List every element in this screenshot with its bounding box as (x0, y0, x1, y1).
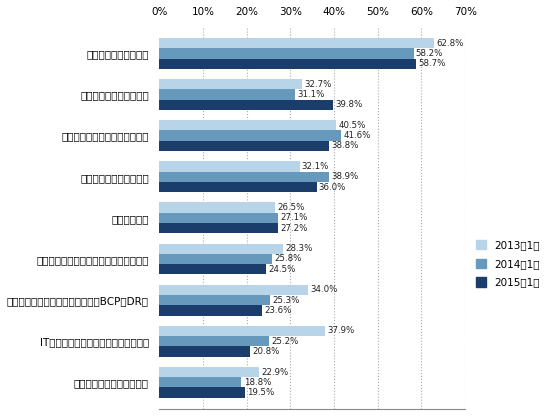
Bar (160, 367, 260, 377)
Text: 28.3%: 28.3% (285, 244, 312, 253)
Text: 24.5%: 24.5% (268, 265, 296, 274)
Bar (160, 48, 414, 59)
Text: 18.8%: 18.8% (244, 378, 271, 387)
Text: 38.9%: 38.9% (332, 172, 359, 181)
Bar (160, 100, 333, 110)
Text: 27.1%: 27.1% (280, 213, 307, 223)
Bar (160, 172, 329, 182)
Bar (160, 295, 270, 305)
Bar (160, 387, 245, 398)
Bar (160, 89, 295, 100)
Bar (160, 254, 272, 264)
Text: 20.8%: 20.8% (252, 347, 280, 356)
Bar (160, 347, 250, 357)
Bar (160, 38, 434, 48)
Text: 40.5%: 40.5% (338, 121, 366, 130)
Bar (160, 203, 275, 213)
Text: 38.8%: 38.8% (331, 141, 359, 151)
Text: 62.8%: 62.8% (436, 39, 463, 47)
Bar (160, 243, 283, 254)
Bar (160, 285, 308, 295)
Text: 37.9%: 37.9% (327, 327, 354, 335)
Text: 25.3%: 25.3% (272, 296, 299, 305)
Text: 22.9%: 22.9% (262, 368, 289, 376)
Bar (160, 131, 341, 141)
Bar (160, 59, 416, 69)
Text: 19.5%: 19.5% (247, 388, 274, 397)
Bar (160, 305, 262, 315)
Text: 39.8%: 39.8% (336, 100, 362, 109)
Bar (160, 264, 266, 275)
Bar (160, 79, 302, 89)
Text: 25.2%: 25.2% (272, 337, 299, 346)
Text: 41.6%: 41.6% (343, 131, 371, 140)
Text: 23.6%: 23.6% (265, 306, 292, 315)
Bar (160, 213, 278, 223)
Text: 25.8%: 25.8% (274, 255, 301, 263)
Legend: 2013年1月, 2014年1月, 2015年1月: 2013年1月, 2014年1月, 2015年1月 (474, 238, 542, 290)
Text: 58.7%: 58.7% (418, 59, 446, 68)
Bar (160, 336, 270, 347)
Bar (160, 120, 336, 131)
Text: 27.2%: 27.2% (280, 224, 308, 233)
Text: 31.1%: 31.1% (298, 90, 325, 99)
Bar (160, 223, 278, 233)
Text: 32.1%: 32.1% (302, 162, 329, 171)
Text: 26.5%: 26.5% (277, 203, 305, 212)
Bar (160, 377, 241, 387)
Bar (160, 182, 317, 192)
Text: 34.0%: 34.0% (310, 285, 338, 294)
Text: 58.2%: 58.2% (416, 49, 443, 58)
Bar (160, 161, 300, 172)
Bar (160, 326, 325, 336)
Text: 32.7%: 32.7% (304, 80, 332, 89)
Text: 36.0%: 36.0% (319, 183, 346, 191)
Bar (160, 141, 329, 151)
